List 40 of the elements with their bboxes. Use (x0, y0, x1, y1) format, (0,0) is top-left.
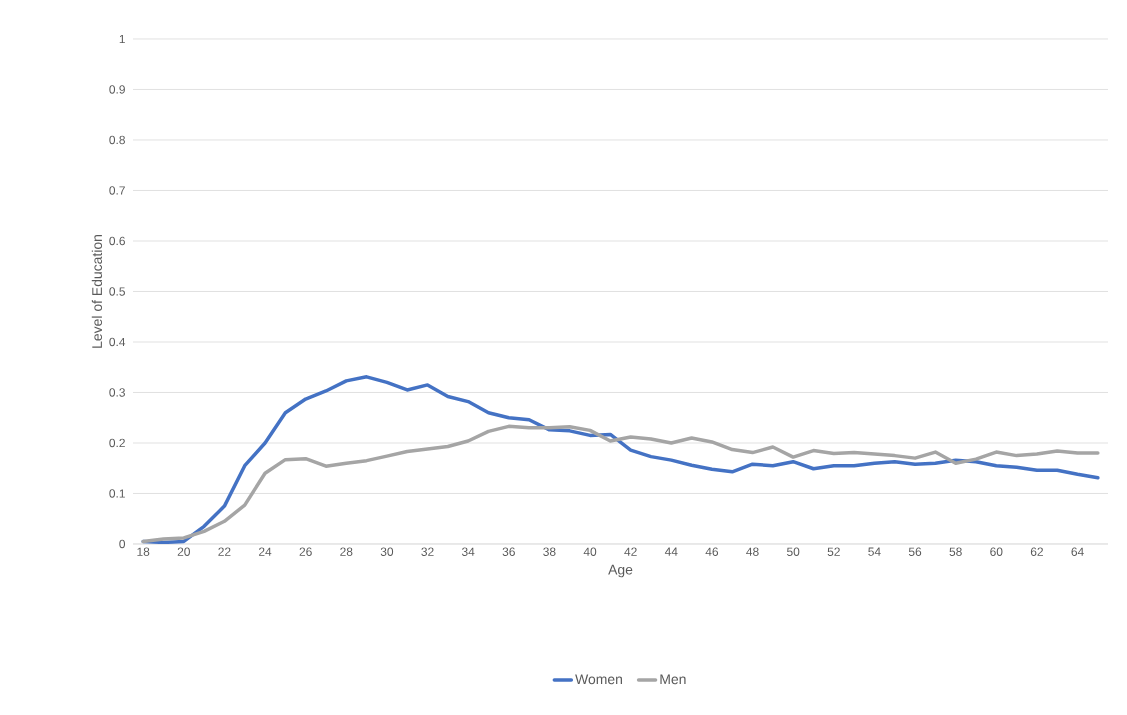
y-tick-label: 0 (119, 539, 126, 549)
y-tick-label: 0.7 (109, 186, 125, 195)
x-tick-label: 22 (218, 547, 231, 556)
x-tick-label: 40 (583, 547, 597, 556)
y-tick-label: 0.2 (109, 438, 125, 448)
x-tick-label: 34 (461, 547, 475, 556)
x-tick-label: 56 (908, 547, 922, 556)
x-tick-label: 44 (664, 547, 678, 556)
x-axis-title: Age (608, 564, 633, 578)
x-tick-label: 18 (137, 547, 150, 556)
x-tick-label: 64 (1071, 547, 1084, 556)
y-tick-label: 0.8 (109, 135, 125, 145)
line-series (141, 424, 1100, 544)
x-tick-label: 32 (421, 547, 434, 556)
x-tick-label: 50 (787, 547, 800, 556)
x-tick-label: 54 (868, 547, 881, 556)
y-axis-title: Level of Education (91, 235, 103, 348)
y-tick-label: 0.4 (109, 337, 126, 347)
x-tick-label: 24 (258, 547, 272, 556)
x-tick-label: 28 (340, 547, 353, 556)
x-tick-label: 58 (949, 547, 962, 556)
x-tick-label: 48 (746, 547, 759, 556)
x-tick-label: 36 (502, 547, 515, 556)
x-tick-label: 38 (543, 547, 556, 556)
x-tick-label: 26 (299, 547, 312, 556)
y-tick-label: 0.9 (109, 85, 125, 94)
legend-label: Women (575, 674, 622, 685)
legend-label: Men (660, 674, 686, 685)
y-tick-label: 0.6 (109, 236, 125, 246)
x-tick-label: 60 (990, 547, 1003, 556)
y-tick-label: 0.1 (109, 489, 125, 498)
x-tick-label: 20 (177, 547, 190, 556)
y-tick-label: 0.3 (109, 388, 125, 397)
x-tick-label: 42 (624, 547, 637, 556)
y-tick-label: 0.5 (109, 287, 125, 296)
y-tick-label: 1 (119, 34, 125, 44)
x-tick-label: 30 (380, 547, 394, 556)
x-tick-label: 52 (827, 547, 840, 556)
x-tick-label: 46 (705, 547, 719, 556)
x-tick-label: 62 (1030, 547, 1043, 556)
